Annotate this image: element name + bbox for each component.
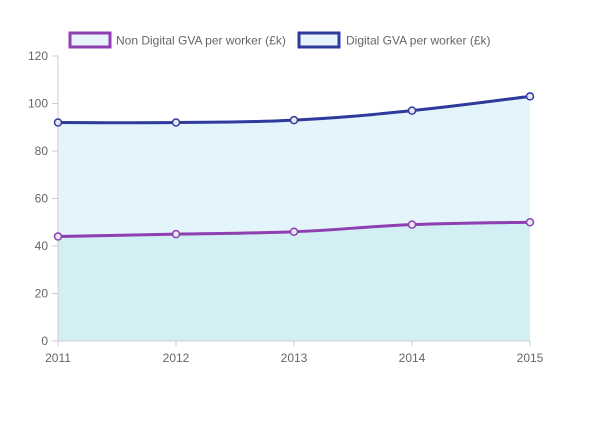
series-fill-0 (58, 222, 530, 341)
legend-item-1[interactable]: Digital GVA per worker (£k) (297, 31, 491, 49)
legend-item-0[interactable]: Non Digital GVA per worker (£k) (68, 31, 286, 49)
x-tick-label: 2011 (45, 351, 71, 365)
x-axis-ticks: 2011 2012 2013 2014 2015 (45, 341, 544, 365)
x-tick-label: 2014 (399, 351, 426, 365)
legend-swatch (68, 31, 112, 49)
y-tick-label: 40 (35, 239, 49, 253)
x-tick-label: 2015 (517, 351, 544, 365)
series-fills (58, 96, 530, 341)
y-tick-label: 20 (35, 287, 49, 301)
series-points (53, 92, 535, 241)
legend-label: Digital GVA per worker (£k) (346, 34, 491, 48)
y-axis-ticks: 0 20 40 60 80 100 120 (28, 49, 58, 348)
y-tick-label: 100 (28, 97, 48, 111)
data-point[interactable] (289, 115, 299, 125)
legend-label: Non Digital GVA per worker (£k) (116, 34, 286, 48)
data-point[interactable] (525, 92, 535, 101)
y-tick-label: 0 (41, 334, 48, 348)
x-tick-label: 2012 (163, 351, 190, 365)
y-tick-label: 60 (35, 192, 49, 206)
data-point[interactable] (171, 229, 181, 239)
y-tick-label: 120 (28, 49, 48, 63)
legend-swatch (297, 31, 341, 49)
data-point[interactable] (53, 232, 63, 241)
legend[interactable]: Non Digital GVA per worker (£k) Digital G… (68, 31, 491, 49)
y-tick-label: 80 (35, 144, 49, 158)
data-point[interactable] (407, 106, 417, 115)
data-point[interactable] (171, 118, 181, 127)
data-point[interactable] (525, 218, 535, 227)
data-point[interactable] (289, 227, 299, 236)
data-point[interactable] (53, 118, 63, 127)
data-point[interactable] (407, 220, 417, 229)
x-tick-label: 2013 (281, 351, 308, 365)
